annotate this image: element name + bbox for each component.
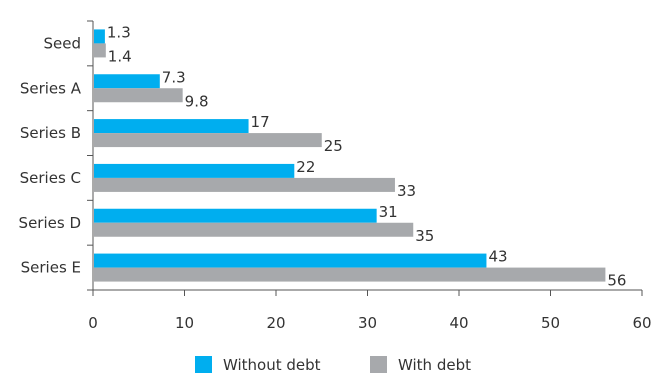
data-label: 17 [251,113,270,131]
data-label: 7.3 [162,68,186,86]
labels: Seed 1.3 1.4 Series A 7.3 9.8 Series B 17 25 Seri… [19,23,627,289]
axes: 0 10 20 30 40 50 60 [87,20,652,332]
x-tick-label: 60 [632,314,651,332]
category-label: Series C [20,169,81,187]
category-label: Seed [44,34,82,52]
data-label: 1.3 [107,23,131,41]
bar-without-debt [94,29,105,44]
legend: Without debt With debt [195,356,471,374]
bar-with-debt [94,222,414,237]
bar-without-debt [94,208,377,223]
category-label: Series E [21,259,81,277]
data-label: 9.8 [185,92,209,110]
x-tick-label: 10 [175,314,194,332]
data-label: 25 [324,137,343,155]
legend-swatch [195,356,212,373]
x-tick-label: 0 [88,314,98,332]
x-tick-label: 20 [266,314,285,332]
bar-without-debt [94,163,295,178]
data-label: 35 [415,227,434,245]
bar-without-debt [94,74,160,89]
category-label: Series B [20,124,81,142]
data-label: 56 [607,272,626,290]
legend-label: Without debt [223,356,321,374]
bar-with-debt [94,177,395,192]
x-tick-label: 30 [358,314,377,332]
data-label: 22 [296,158,315,176]
bar-without-debt [94,253,487,268]
data-label: 31 [379,203,398,221]
data-label: 33 [397,182,416,200]
bars [94,29,606,282]
legend-swatch [370,356,387,373]
x-tick-label: 50 [541,314,560,332]
bar-with-debt [94,88,183,103]
category-label: Series A [20,79,82,97]
bar-with-debt [94,267,606,282]
category-label: Series D [19,214,81,232]
data-label: 43 [488,248,507,266]
data-label: 1.4 [108,47,132,65]
bar-with-debt [94,133,322,148]
legend-label: With debt [398,356,471,374]
x-tick-label: 40 [449,314,468,332]
bar-without-debt [94,119,249,134]
bar-with-debt [94,43,106,58]
